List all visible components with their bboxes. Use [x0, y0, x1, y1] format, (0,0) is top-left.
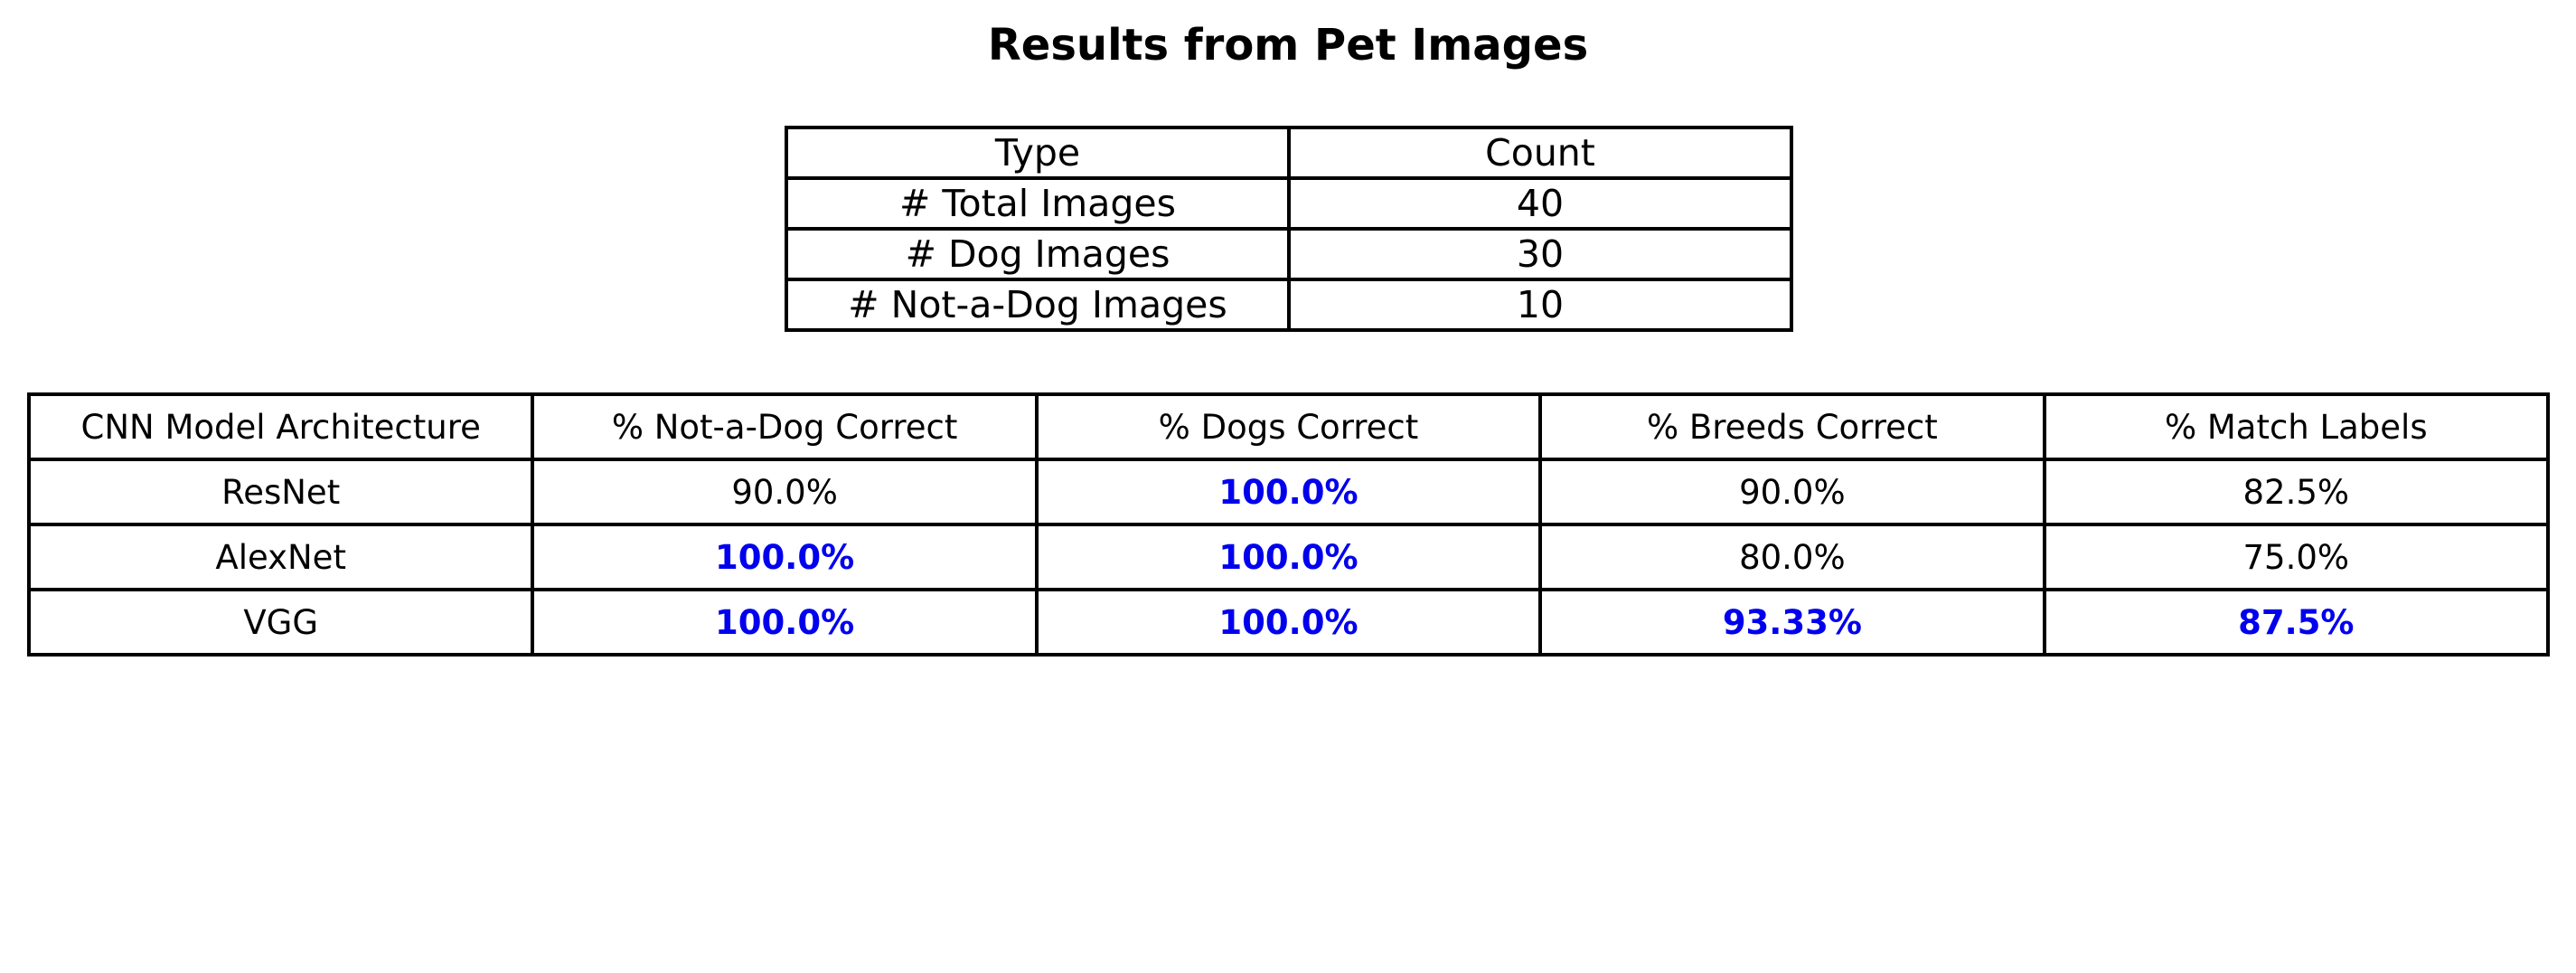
table-row: # Dog Images 30: [785, 227, 1793, 281]
best-value-cell: 93.33%: [1538, 588, 2046, 657]
column-header: % Match Labels: [2042, 392, 2551, 461]
type-cell: # Dog Images: [785, 227, 1291, 281]
model-results-table: CNN Model Architecture% Not-a-Dog Correc…: [26, 392, 2551, 657]
value-cell: 90.0%: [531, 458, 1039, 526]
best-value-cell: 100.0%: [531, 523, 1039, 591]
image-count-table: Type Count # Total Images 40 # Dog Images 30 #…: [785, 126, 1793, 332]
table-row: # Not-a-Dog Images 10: [785, 278, 1793, 332]
count-cell: 30: [1287, 227, 1793, 281]
value-cell: 90.0%: [1538, 458, 2046, 526]
table-row: VGG 100.0% 100.0% 93.33% 87.5%: [26, 588, 2551, 657]
best-value-cell: 100.0%: [1034, 458, 1543, 526]
type-cell: # Not-a-Dog Images: [785, 278, 1291, 332]
value-cell: 80.0%: [1538, 523, 2046, 591]
best-value-cell: 100.0%: [531, 588, 1039, 657]
value-cell: 75.0%: [2042, 523, 2551, 591]
column-header: % Not-a-Dog Correct: [531, 392, 1039, 461]
best-value-cell: 100.0%: [1034, 588, 1543, 657]
table-row: AlexNet 100.0% 100.0% 80.0% 75.0%: [26, 523, 2551, 591]
column-header: Type: [785, 126, 1291, 180]
table-row: ResNet 90.0% 100.0% 90.0% 82.5%: [26, 458, 2551, 526]
chart-title: Results from Pet Images: [987, 20, 1589, 71]
model-name-cell: VGG: [26, 588, 535, 657]
best-value-cell: 100.0%: [1034, 523, 1543, 591]
best-value-cell: 87.5%: [2042, 588, 2551, 657]
header-row: CNN Model Architecture% Not-a-Dog Correc…: [26, 392, 2551, 461]
header-row: Type Count: [785, 126, 1793, 180]
column-header: CNN Model Architecture: [26, 392, 535, 461]
count-cell: 10: [1287, 278, 1793, 332]
column-header: Count: [1287, 126, 1793, 180]
count-cell: 40: [1287, 176, 1793, 231]
type-cell: # Total Images: [785, 176, 1291, 231]
value-cell: 82.5%: [2042, 458, 2551, 526]
column-header: % Dogs Correct: [1034, 392, 1543, 461]
table-row: # Total Images 40: [785, 176, 1793, 231]
column-header: % Breeds Correct: [1538, 392, 2046, 461]
model-name-cell: AlexNet: [26, 523, 535, 591]
model-name-cell: ResNet: [26, 458, 535, 526]
